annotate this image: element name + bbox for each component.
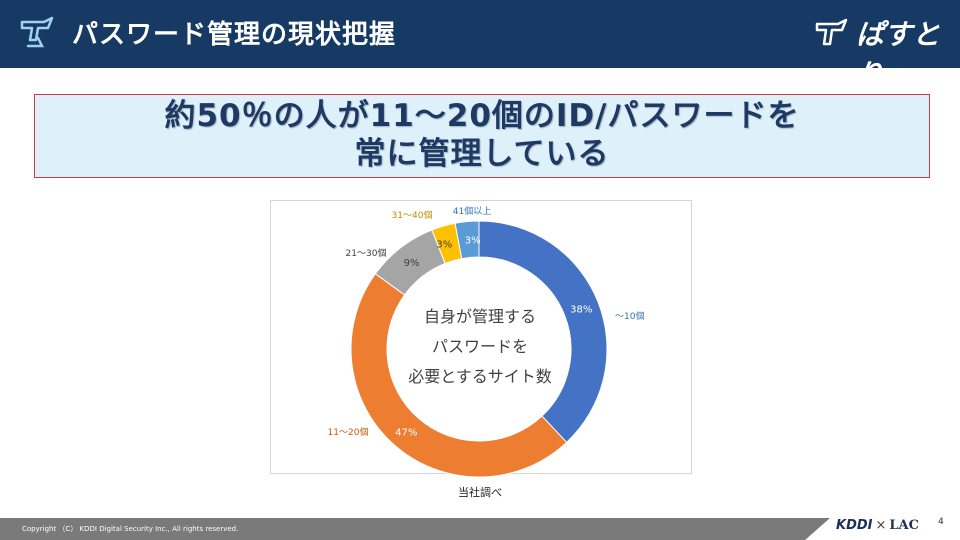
copyright-text: Copyright （C） KDDI Digital Security Inc.… xyxy=(22,525,239,533)
brand-logo-icon xyxy=(815,18,848,46)
donut-data-label: 9% xyxy=(404,258,420,269)
donut-category-label: 31～40個 xyxy=(392,209,433,221)
headline-line-1: 約50％の人が11～20個のID/パスワードを xyxy=(164,98,800,134)
page-number: 4 xyxy=(938,517,944,527)
center-label-line-1: 自身が管理する xyxy=(423,307,536,326)
donut-data-label: 3% xyxy=(436,239,452,250)
donut-slice xyxy=(350,273,568,478)
brand-name: ぱすとり xyxy=(856,18,941,91)
donut-slice xyxy=(454,220,480,260)
donut-category-label: ～10個 xyxy=(615,310,644,322)
pastori-logo-icon xyxy=(20,16,54,48)
headline-box: 約50％の人が11～20個のID/パスワードを 常に管理している xyxy=(34,94,930,178)
partner-lac: LAC xyxy=(889,518,919,533)
donut-category-label: 11～20個 xyxy=(328,426,369,438)
donut-slice xyxy=(478,220,608,444)
donut-category-label: 21～30個 xyxy=(346,247,387,259)
footer-bar: Copyright （C） KDDI Digital Security Inc.… xyxy=(0,518,830,540)
source-note: 当社調べ xyxy=(458,486,502,499)
center-label-line-2: パスワードを xyxy=(431,337,528,356)
donut-category-label: 41個以上 xyxy=(453,205,491,217)
donut-data-label: 38% xyxy=(570,305,592,316)
header-bar: パスワード管理の現状把握 ぱすとり xyxy=(0,0,960,91)
partner-times: × xyxy=(875,518,887,533)
headline-line-2: 常に管理している xyxy=(354,136,610,172)
donut-data-label: 3% xyxy=(465,235,481,246)
donut-center-label: 自身が管理する パスワードを 必要とするサイト数 xyxy=(390,302,570,392)
partner-kddi: KDDI xyxy=(836,518,873,533)
page-title: パスワード管理の現状把握 xyxy=(72,20,397,50)
partner-logo: KDDI × LAC xyxy=(836,518,919,533)
center-label-line-3: 必要とするサイト数 xyxy=(408,367,552,386)
donut-data-label: 47% xyxy=(395,428,417,439)
